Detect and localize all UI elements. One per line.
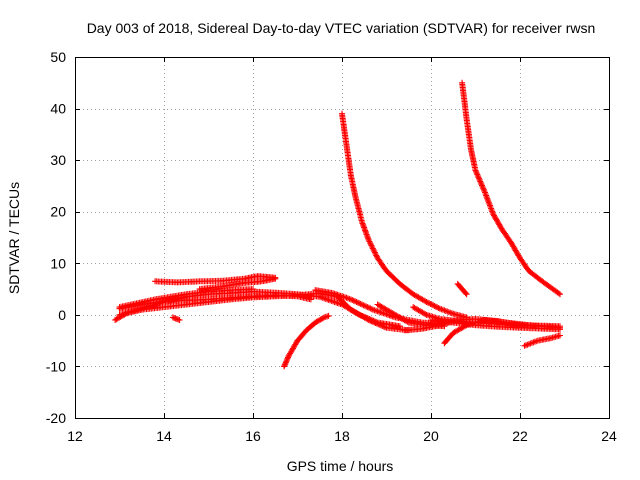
axis-ticks: 12 14 16 18 20 22 24 -20 -10 0 10 20 30 40 50: [46, 49, 617, 444]
series-track-f: [169, 314, 183, 323]
x-tick-label: 18: [334, 428, 350, 444]
data-point-markers: [281, 312, 332, 370]
y-tick-label: 40: [50, 101, 66, 117]
x-tick-label: 14: [156, 428, 172, 444]
x-tick-label: 22: [512, 428, 528, 444]
data-point-markers: [116, 286, 256, 311]
x-tick-label: 16: [245, 428, 261, 444]
y-tick-label: 10: [50, 255, 66, 271]
series-track-e: [116, 286, 256, 311]
y-tick-label: 0: [58, 307, 66, 323]
data-point-markers: [339, 110, 470, 321]
data-points: [112, 79, 563, 370]
data-point-markers: [152, 273, 279, 286]
data-point-markers: [196, 275, 279, 293]
y-tick-label: -10: [46, 358, 66, 374]
series-track-j: [339, 110, 470, 321]
y-axis-label: SDTVAR / TECUs: [6, 182, 22, 294]
x-tick-label: 12: [67, 428, 83, 444]
series-track-n: [459, 79, 563, 298]
series-track-c: [196, 275, 279, 293]
series-track-q: [521, 332, 563, 349]
data-point-markers: [401, 316, 563, 334]
data-point-markers: [169, 314, 183, 323]
data-point-markers: [459, 79, 563, 298]
series-track-r: [401, 316, 563, 334]
x-tick-label: 24: [601, 428, 617, 444]
y-tick-label: 20: [50, 204, 66, 220]
series-track-d: [152, 273, 279, 286]
series-track-m: [454, 280, 470, 298]
data-point-markers: [521, 332, 563, 349]
y-tick-label: -20: [46, 410, 66, 426]
x-tick-label: 20: [423, 428, 439, 444]
x-axis-label: GPS time / hours: [287, 458, 394, 474]
data-point-markers: [454, 280, 470, 298]
chart-title: Day 003 of 2018, Sidereal Day-to-day VTE…: [87, 20, 596, 36]
y-tick-label: 50: [50, 49, 66, 65]
y-tick-label: 30: [50, 152, 66, 168]
series-track-i: [281, 312, 332, 370]
